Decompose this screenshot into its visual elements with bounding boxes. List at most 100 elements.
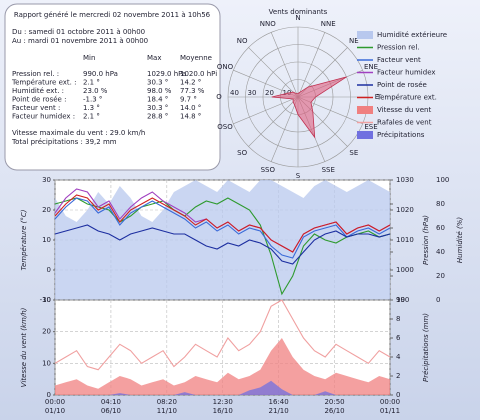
cell-value: 1.3 ° [83, 104, 100, 112]
y2-tick-label: 6 [396, 334, 401, 342]
legend-label: Humidité extérieure [377, 31, 447, 39]
y3-axis-label: Humidité (%) [456, 217, 464, 264]
y2-tick-label: 8 [396, 315, 400, 323]
radar-tick-label: 30 [248, 89, 257, 97]
radar-category: ONO [217, 63, 234, 71]
x-tick-label: 12:30 16/10 [213, 398, 233, 415]
radar-category: NO [237, 37, 248, 45]
legend-label: Précipitations [377, 131, 425, 139]
y2-axis-label: Précipitations (mm) [422, 313, 430, 382]
line-series [54, 197, 391, 259]
legend-swatch [357, 131, 373, 139]
x-tick-label: 08:20 11/10 [157, 398, 177, 415]
y3-tick-label: 40 [436, 248, 445, 256]
x-tick-line: 06/10 [101, 407, 121, 415]
row-label: Facteur humidex : [12, 113, 75, 121]
y-tick-label: 10 [42, 236, 51, 244]
cell-value: 23.0 % [83, 87, 108, 95]
radar-category: ENE [364, 63, 378, 71]
legend-label: Rafales de vent [377, 119, 432, 127]
x-tick-label: 20:50 26/10 [324, 398, 344, 415]
row-label: Humidité ext. : [12, 87, 64, 95]
x-tick-line: 16:40 [269, 398, 289, 406]
report-to: Au : mardi 01 novembre 2011 à 00h00 [12, 37, 148, 45]
column-header: Max [147, 54, 161, 62]
x-tick-line: 12:30 [213, 398, 233, 406]
y2-tick-label: 0 [396, 391, 400, 399]
x-tick-label: 00:00 01/10 [45, 398, 65, 415]
legend-swatch [357, 31, 373, 39]
x-tick-line: 01/10 [45, 407, 65, 415]
y2-tick-label: 990 [396, 296, 409, 304]
cell-value: 77.3 % [180, 87, 205, 95]
y-axis-label: Température (°C) [20, 209, 28, 270]
x-tick-label: 16:40 21/10 [269, 398, 289, 415]
cell-value: 14.2 ° [180, 79, 201, 87]
column-header: Min [83, 54, 95, 62]
radar-category: O [216, 93, 222, 101]
cell-value: 2.1 ° [83, 113, 100, 121]
radar-category: N [295, 14, 300, 22]
y3-tick-label: 60 [436, 224, 445, 232]
x-tick-label: 04:10 06/10 [101, 398, 121, 415]
legend-label: Point de rosée [377, 81, 427, 89]
line-series [54, 299, 391, 371]
y2-tick-label: 10 [396, 296, 405, 304]
x-tick-line: 08:20 [157, 398, 177, 406]
total-rain: Total précipitations : 39,2 mm [11, 138, 117, 146]
radar-category: OSO [217, 123, 233, 131]
report-from: Du : samedi 01 octobre 2011 à 00h00 [12, 28, 145, 36]
row-label: Pression rel. : [12, 70, 59, 78]
y2-tick-label: 2 [396, 372, 400, 380]
y2-axis-label: Pression (hPa) [422, 215, 430, 265]
x-tick-line: 21/10 [269, 407, 289, 415]
radar-title: Vents dominants [269, 8, 328, 16]
radar-spoke [270, 96, 299, 162]
radar-category: SO [237, 149, 247, 157]
y2-tick-label: 1020 [396, 206, 414, 214]
row-label: Facteur vent : [12, 104, 60, 112]
cell-value: 14.8 ° [180, 113, 201, 121]
radar-area [271, 76, 347, 139]
legend-label: Facteur humidex [377, 69, 436, 77]
y-tick-label: 30 [42, 296, 51, 304]
cell-value: 14.0 ° [180, 104, 201, 112]
row-label: Point de rosée : [12, 96, 66, 104]
x-tick-line: 11/10 [157, 407, 177, 415]
column-header: Moyenne [180, 54, 212, 62]
cell-value: -1.3 ° [83, 96, 102, 104]
y-tick-label: -10 [40, 296, 51, 304]
legend-label: Température ext. [376, 94, 437, 102]
report-title: Rapport généré le mercredi 02 novembre 2… [14, 11, 211, 19]
y-tick-label: 0 [47, 266, 51, 274]
radar-category: E [375, 93, 379, 101]
y3-tick-label: 0 [436, 296, 440, 304]
x-tick-line: 00:00 [45, 398, 65, 406]
area-series [55, 338, 390, 395]
y-tick-label: 30 [42, 176, 51, 184]
radar-tick-label: 20 [265, 89, 274, 97]
radar-tick-label: 40 [230, 89, 239, 97]
y2-tick-label: 1010 [396, 236, 414, 244]
x-tick-line: 00:00 [380, 398, 400, 406]
x-tick-line: 04:10 [101, 398, 121, 406]
cell-value: 990.0 hPa [83, 70, 118, 78]
y3-tick-label: 80 [436, 200, 445, 208]
y3-tick-label: 20 [436, 272, 445, 280]
cell-value: 28.8 ° [147, 113, 168, 121]
y-tick-label: 0 [47, 391, 51, 399]
x-tick-label: 00:00 01/11 [380, 398, 400, 415]
y3-tick-label: 100 [436, 176, 449, 184]
report-box [4, 3, 221, 171]
y2-tick-label: 1000 [396, 266, 414, 274]
line-series [54, 194, 391, 253]
y2-tick-label: 1030 [396, 176, 414, 184]
cell-value: 9.7 ° [180, 96, 197, 104]
radar-spoke [248, 47, 299, 98]
legend-label: Facteur vent [377, 56, 421, 64]
radar-category: SSO [261, 166, 276, 174]
y-tick-label: 20 [42, 328, 51, 336]
x-tick-line: 16/10 [213, 407, 233, 415]
